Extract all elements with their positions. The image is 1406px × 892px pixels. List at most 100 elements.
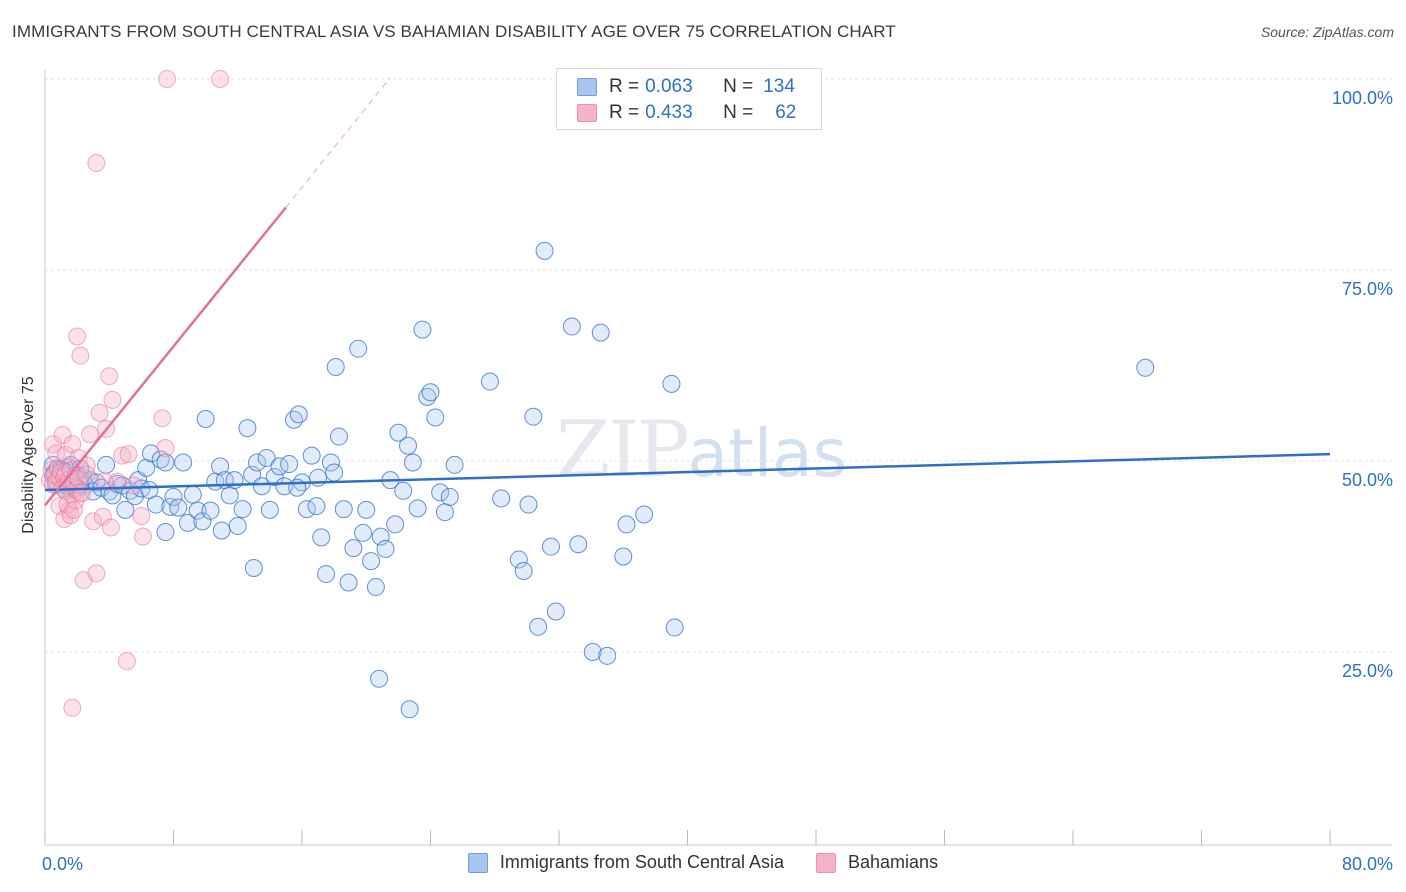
data-point-immigrants bbox=[421, 383, 440, 402]
data-point-immigrants bbox=[514, 562, 533, 581]
data-point-bahamians bbox=[64, 500, 83, 519]
legend-r-label: R = bbox=[609, 102, 640, 123]
data-point-bahamians bbox=[72, 484, 91, 503]
legend-n-value: 62 bbox=[775, 102, 797, 123]
data-point-immigrants bbox=[349, 339, 368, 358]
data-point-immigrants bbox=[665, 618, 684, 637]
data-point-immigrants bbox=[302, 446, 321, 465]
trend-line-bahamians-extension bbox=[285, 77, 391, 208]
data-point-immigrants bbox=[183, 485, 202, 504]
data-point-immigrants bbox=[357, 500, 376, 519]
data-point-bahamians bbox=[117, 652, 136, 671]
tick-labels: 25.0% 50.0% 75.0% 100.0% 0.0% 80.0% bbox=[42, 88, 1393, 874]
data-point-bahamians bbox=[103, 390, 122, 409]
stats-legend: R = 0.063 N = 134 R = 0.433 N = 62 bbox=[556, 68, 822, 130]
data-point-bahamians bbox=[153, 409, 172, 428]
data-point-immigrants bbox=[386, 515, 405, 534]
data-point-immigrants bbox=[440, 487, 459, 506]
data-point-immigrants bbox=[156, 523, 175, 542]
series-immigrants-points bbox=[44, 241, 1155, 719]
data-point-immigrants bbox=[174, 453, 193, 472]
y-axis-label: Disability Age Over 75 bbox=[20, 376, 37, 534]
data-point-bahamians bbox=[84, 512, 103, 531]
data-point-immigrants bbox=[116, 500, 135, 519]
data-point-immigrants bbox=[275, 477, 294, 496]
data-point-immigrants bbox=[535, 241, 554, 260]
data-point-bahamians bbox=[211, 70, 230, 88]
data-point-immigrants bbox=[248, 453, 267, 472]
data-point-immigrants bbox=[408, 499, 427, 518]
y-tick-label: 100.0% bbox=[1332, 88, 1393, 108]
data-point-bahamians bbox=[95, 472, 114, 491]
data-point-immigrants bbox=[201, 501, 220, 520]
data-point-immigrants bbox=[212, 521, 231, 540]
data-point-bahamians bbox=[101, 518, 120, 537]
data-point-immigrants bbox=[662, 374, 681, 393]
data-point-immigrants bbox=[280, 455, 299, 474]
data-point-bahamians bbox=[90, 403, 109, 422]
trend-line-immigrants bbox=[44, 452, 1331, 492]
legend-r-value: 0.063 bbox=[645, 76, 693, 97]
data-point-immigrants bbox=[400, 700, 419, 719]
data-point-immigrants bbox=[289, 405, 308, 424]
data-point-immigrants bbox=[394, 481, 413, 500]
legend-item-immigrants: Immigrants from South Central Asia bbox=[467, 852, 785, 873]
data-point-immigrants bbox=[169, 498, 188, 517]
data-point-immigrants bbox=[366, 578, 385, 597]
data-point-bahamians bbox=[156, 439, 175, 458]
data-point-immigrants bbox=[569, 535, 588, 554]
data-point-immigrants bbox=[389, 423, 408, 442]
data-point-immigrants bbox=[233, 500, 252, 519]
legend-label-immigrants: Immigrants from South Central Asia bbox=[499, 852, 785, 872]
legend-n-label: N = bbox=[723, 102, 754, 123]
legend-swatch-pink bbox=[816, 852, 837, 873]
data-point-immigrants bbox=[344, 539, 363, 558]
data-point-immigrants bbox=[156, 453, 175, 472]
data-point-immigrants bbox=[562, 317, 581, 336]
data-point-bahamians bbox=[53, 426, 72, 445]
data-point-immigrants bbox=[354, 523, 373, 542]
data-point-immigrants bbox=[307, 497, 326, 516]
data-point-immigrants bbox=[591, 323, 610, 342]
data-point-immigrants bbox=[1136, 358, 1155, 377]
data-point-immigrants bbox=[403, 453, 422, 472]
data-point-immigrants bbox=[151, 450, 170, 469]
data-point-immigrants bbox=[312, 528, 331, 547]
data-point-bahamians bbox=[61, 506, 80, 525]
data-point-immigrants bbox=[238, 419, 257, 438]
data-point-bahamians bbox=[87, 154, 106, 173]
data-point-immigrants bbox=[445, 455, 464, 474]
data-point-immigrants bbox=[325, 463, 344, 482]
series-bahamians-points bbox=[40, 70, 230, 717]
data-point-bahamians bbox=[100, 367, 119, 386]
chart-title: IMMIGRANTS FROM SOUTH CENTRAL ASIA VS BA… bbox=[12, 22, 896, 41]
data-point-immigrants bbox=[140, 481, 159, 500]
data-point-immigrants bbox=[178, 513, 197, 532]
legend-swatch-pink bbox=[577, 104, 597, 122]
legend-row-bahamians: R = 0.433 N = 62 bbox=[577, 100, 796, 126]
data-point-immigrants bbox=[228, 516, 247, 535]
data-point-immigrants bbox=[435, 503, 454, 522]
trend-lines bbox=[44, 77, 1331, 507]
legend-label-bahamians: Bahamians bbox=[848, 852, 939, 872]
data-point-bahamians bbox=[133, 527, 152, 546]
legend-n-value: 134 bbox=[763, 76, 795, 97]
data-point-immigrants bbox=[211, 457, 230, 476]
data-point-immigrants bbox=[137, 458, 156, 477]
data-point-immigrants bbox=[339, 573, 358, 592]
data-point-immigrants bbox=[617, 515, 636, 534]
data-point-immigrants bbox=[97, 455, 116, 474]
data-point-bahamians bbox=[71, 346, 90, 365]
data-point-immigrants bbox=[260, 500, 279, 519]
data-point-immigrants bbox=[370, 669, 389, 688]
data-point-immigrants bbox=[635, 505, 654, 524]
legend-swatch-blue bbox=[577, 78, 597, 96]
data-point-immigrants bbox=[546, 602, 565, 621]
data-point-immigrants bbox=[376, 539, 395, 558]
data-point-bahamians bbox=[158, 70, 177, 88]
data-point-immigrants bbox=[317, 565, 336, 584]
data-point-bahamians bbox=[80, 425, 99, 444]
data-point-immigrants bbox=[399, 436, 418, 455]
y-tick-label: 50.0% bbox=[1342, 470, 1393, 490]
